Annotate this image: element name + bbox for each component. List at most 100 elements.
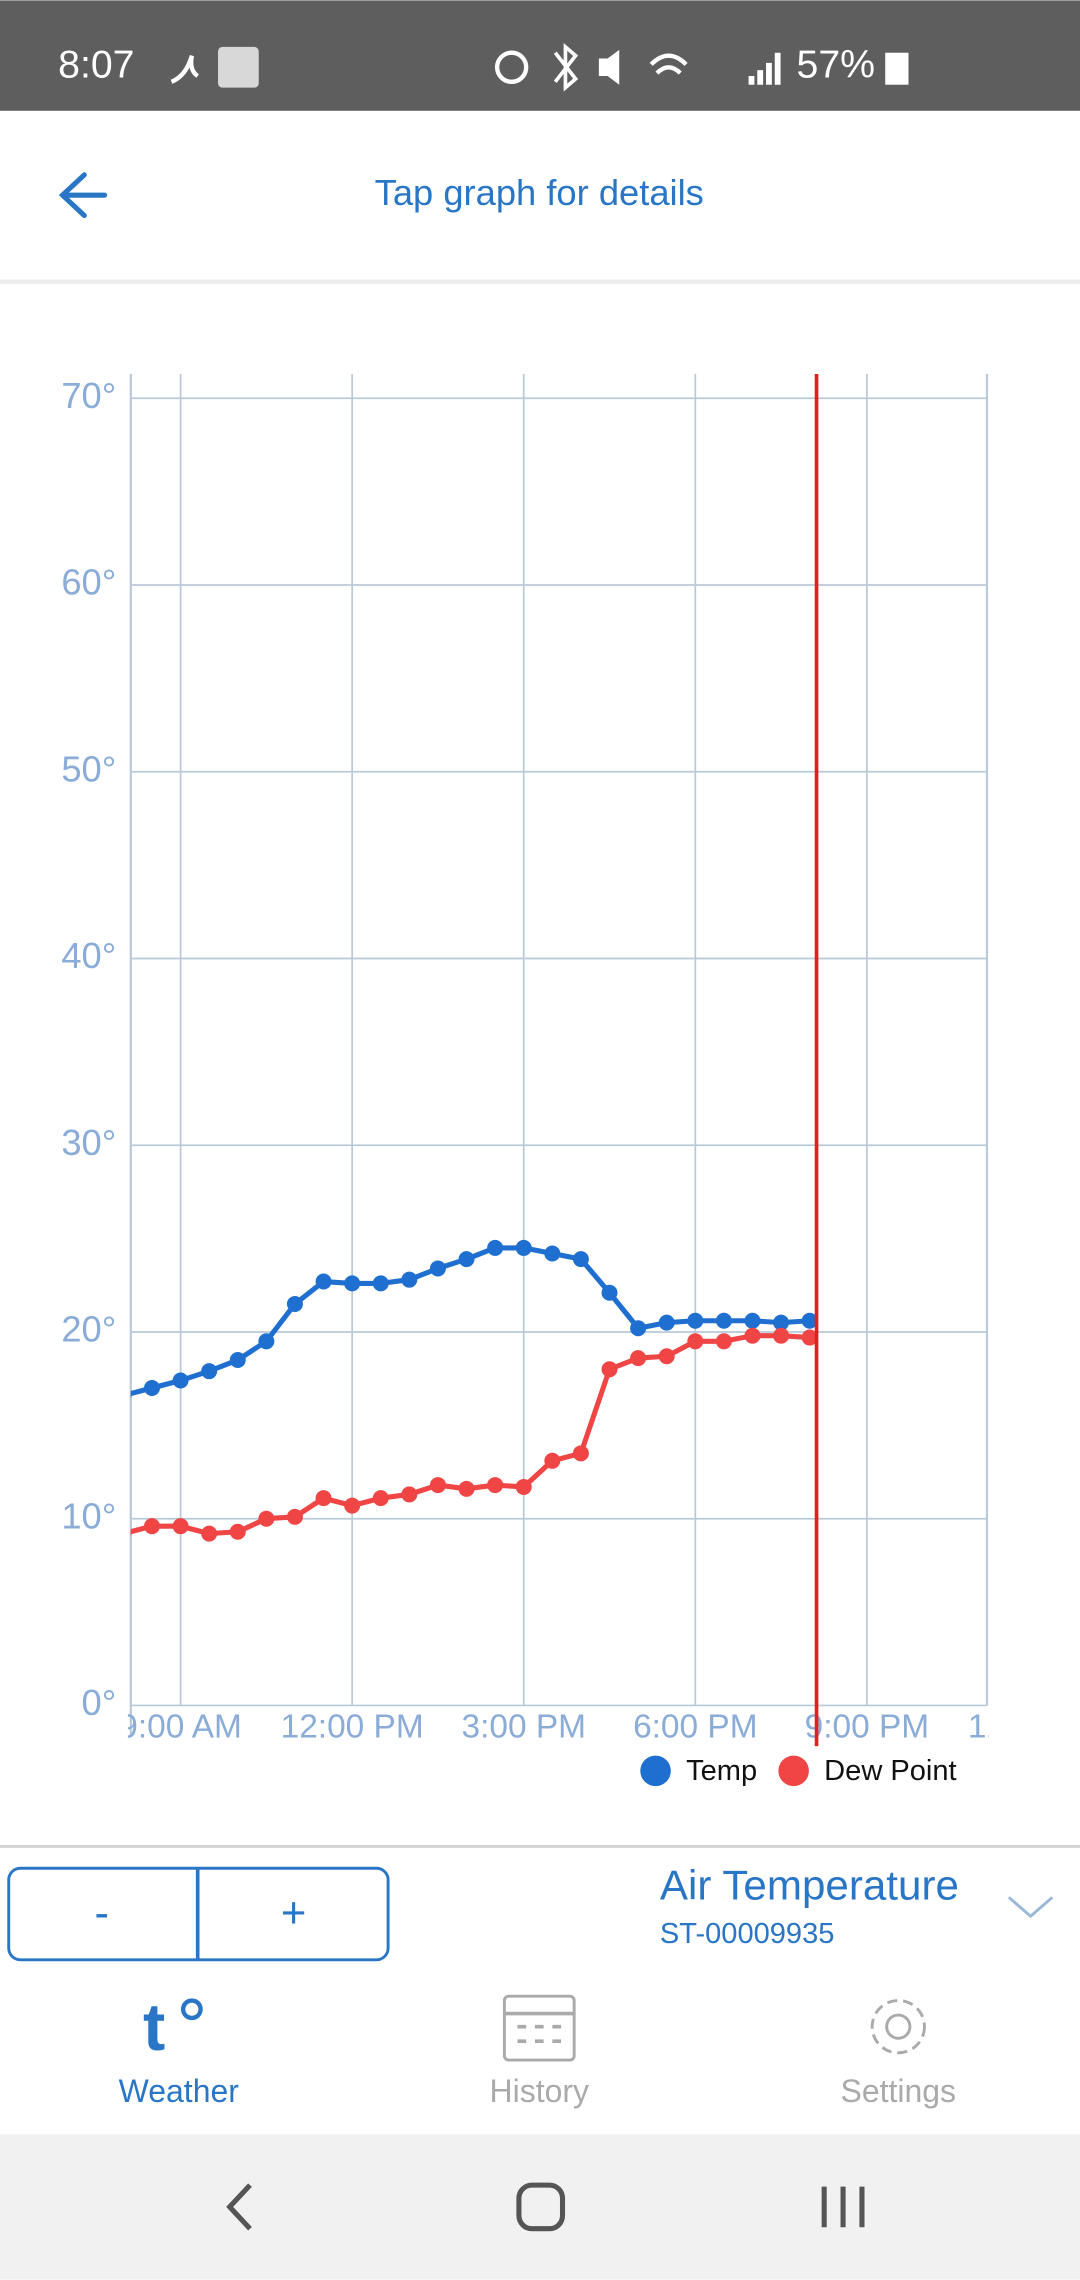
data-point (429, 1260, 446, 1277)
system-nav (0, 2134, 1080, 2280)
legend-swatch (640, 1755, 671, 1787)
status-icon (598, 49, 620, 85)
data-point (715, 1333, 732, 1350)
x-tick-label: 12:00 AM (968, 1709, 1080, 1746)
x-tick-label: 12:00 PM (281, 1709, 424, 1746)
data-point (229, 1351, 246, 1368)
legend-label: Temp (686, 1755, 757, 1787)
settings-icon-center (885, 2013, 912, 2040)
x-tick-label: 9:00 PM (805, 1709, 929, 1746)
data-point (601, 1361, 618, 1378)
data-point (315, 1273, 332, 1290)
data-point (687, 1312, 704, 1329)
back-button[interactable] (58, 172, 108, 219)
series-line (130, 1245, 810, 1397)
status-icon (748, 52, 781, 85)
data-point (801, 1312, 818, 1329)
data-point (572, 1251, 589, 1268)
tab-weather[interactable]: Weather (119, 2073, 240, 2109)
legend-label: Dew Point (824, 1755, 956, 1787)
data-point (401, 1486, 418, 1503)
x-tick-label: 6:00 PM (633, 1709, 757, 1746)
y-tick-label: 40° (61, 935, 116, 976)
data-point (344, 1497, 361, 1514)
data-point (458, 1251, 475, 1268)
y-tick-label: 70° (61, 375, 116, 416)
nav-recents[interactable] (821, 2186, 865, 2228)
data-point (601, 1284, 618, 1301)
data-point (143, 1518, 160, 1535)
data-point (572, 1445, 589, 1462)
x-tick-label: 9:00 AM (119, 1709, 242, 1746)
y-tick-label: 50° (61, 748, 116, 789)
settings-icon (870, 1999, 926, 2055)
data-point (715, 1312, 732, 1329)
data-point (372, 1275, 389, 1292)
zoom-in-button[interactable]: + (281, 1890, 306, 1938)
data-point (544, 1452, 561, 1469)
data-point (487, 1239, 504, 1256)
data-point (658, 1314, 675, 1331)
data-point (172, 1518, 189, 1535)
status-icon (553, 42, 579, 92)
y-tick-label: 0° (82, 1682, 117, 1723)
legend-swatch (778, 1755, 809, 1787)
header (0, 110, 1080, 280)
status-icon (494, 50, 529, 84)
data-point (201, 1525, 218, 1542)
status-bar (0, 0, 1080, 111)
y-tick-label: 60° (61, 562, 116, 603)
data-point (487, 1477, 504, 1494)
data-point (515, 1478, 532, 1495)
weather-icon: t (143, 1990, 165, 2065)
data-point (344, 1275, 361, 1292)
data-point (258, 1510, 275, 1527)
data-point (687, 1333, 704, 1350)
history-icon-grid (504, 2011, 575, 2044)
data-point (201, 1363, 218, 1380)
y-tick-label: 10° (61, 1495, 116, 1536)
status-icon (170, 55, 200, 84)
nav-home[interactable] (516, 2182, 566, 2232)
data-point (372, 1490, 389, 1507)
y-tick-label: 30° (61, 1122, 116, 1163)
status-battery: 57% (797, 43, 876, 87)
data-point (286, 1508, 303, 1525)
data-point (458, 1480, 475, 1497)
zoom-out-button[interactable]: - (94, 1890, 109, 1938)
divider (0, 1844, 1080, 1848)
data-point (544, 1245, 561, 1262)
status-time: 8:07 (58, 43, 134, 87)
data-point (130, 1530, 132, 1537)
tab-history[interactable]: History (490, 2073, 589, 2109)
data-point (744, 1327, 761, 1344)
y-tick-label: 20° (61, 1309, 116, 1350)
status-icon (218, 46, 259, 88)
data-point (744, 1312, 761, 1329)
nav-back[interactable] (226, 2183, 252, 2231)
sensor-id: ST-00009935 (660, 1918, 835, 1950)
data-point (143, 1379, 160, 1396)
data-point (429, 1477, 446, 1494)
plot-area (130, 1239, 818, 1542)
data-point (630, 1350, 647, 1367)
data-point (130, 1392, 132, 1399)
data-point (229, 1523, 246, 1540)
header-shadow (0, 279, 1080, 284)
data-point (286, 1295, 303, 1312)
chart[interactable]: 0° 10° 20° 30° 40° 50° 60° 70° 9:00 AM 12:00 PM 3:… (61, 373, 1080, 1787)
header-title: Tap graph for details (375, 172, 704, 213)
data-point (315, 1490, 332, 1507)
weather-icon-degree (180, 1998, 203, 2021)
data-point (401, 1271, 418, 1288)
bottom-nav (0, 1965, 1080, 2135)
tab-settings[interactable]: Settings (841, 2073, 957, 2109)
x-tick-labels: 9:00 AM 12:00 PM 3:00 PM 6:00 PM 9:00 PM 12:0… (119, 1709, 1080, 1746)
data-point (172, 1372, 189, 1389)
sensor-name[interactable]: Air Temperature (660, 1862, 959, 1909)
history-icon (502, 1994, 576, 2062)
data-point (801, 1329, 818, 1346)
dropdown-chevron[interactable] (1007, 1896, 1054, 1919)
